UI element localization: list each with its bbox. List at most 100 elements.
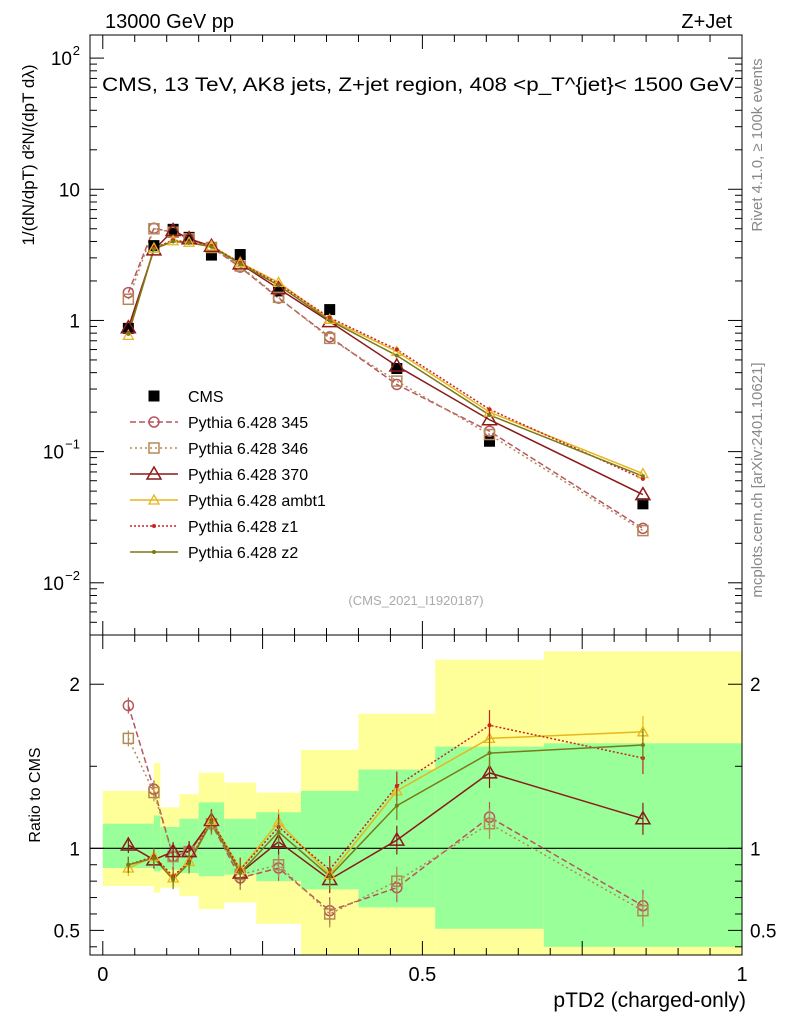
- bottom-y-tick-label-right: 0.5: [750, 921, 776, 942]
- ratio-point-pythia-6428-z2-4: [209, 820, 214, 825]
- top-y-tick-exponent: −2: [65, 568, 80, 583]
- ratio-point-pythia-6428-346-9: [483, 817, 496, 830]
- ratio-point-pythia-6428-z2-7: [327, 874, 332, 879]
- top-point-pythia-6428-ambt1-1: [147, 241, 161, 253]
- bottom-panel-frame: [89, 634, 743, 956]
- top-point-cms-10: [637, 498, 649, 510]
- top-point-cms-2: [167, 223, 179, 235]
- x-tick-label: 0.5: [408, 964, 436, 986]
- ratio-point-pythia-6428-z1-8: [394, 783, 399, 788]
- top-point-pythia-6428-370-8: [388, 357, 406, 372]
- bottom-y-axis-label: Ratio to CMS: [27, 747, 44, 842]
- top-y-tick-label: 1: [69, 311, 80, 332]
- mcplots-text: mcplots.cern.ch [arXiv:2401.10621]: [749, 362, 766, 597]
- top-point-pythia-6428-ambt1-3: [182, 235, 196, 247]
- top-series-lines: [127, 227, 644, 532]
- ratio-point-pythia-6428-z1-9: [487, 723, 492, 728]
- bottom-y-tick-label: 1: [69, 839, 80, 860]
- x-tick-label: 0: [97, 964, 108, 986]
- top-point-pythia-6428-346-0: [122, 293, 135, 306]
- analysis-id: (CMS_2021_I1920187): [348, 593, 483, 608]
- legend-label-cms: CMS: [188, 389, 224, 406]
- top-point-pythia-6428-370-10: [634, 486, 652, 501]
- top-point-pythia-6428-z1-7: [327, 315, 332, 320]
- ratio-point-pythia-6428-346-10: [637, 904, 649, 917]
- ratio-point-pythia-6428-346-8: [391, 875, 403, 887]
- top-point-pythia-6428-z2-9: [487, 413, 492, 418]
- ratio-point-pythia-6428-z2-3: [187, 861, 192, 866]
- bottom-series-markers: [120, 697, 652, 928]
- top-point-pythia-6428-ambt1-5: [234, 256, 247, 268]
- legend-label-pythia-6428-z1: Pythia 6.428 z1: [188, 519, 298, 536]
- top-point-pythia-6428-346-9: [483, 428, 496, 441]
- top-point-pythia-6428-346-6: [272, 291, 285, 304]
- header-left: 13000 GeV pp: [105, 11, 234, 33]
- top-point-pythia-6428-ambt1-7: [323, 312, 336, 324]
- top-point-pythia-6428-z2-3: [187, 240, 192, 245]
- ratio-point-pythia-6428-346-1: [148, 786, 160, 799]
- chart-title: CMS, 13 TeV, AK8 jets, Z+jet region, 408…: [102, 75, 734, 96]
- ratio-point-pythia-6428-370-9: [481, 764, 498, 779]
- ratio-point-pythia-6428-z2-0: [126, 862, 131, 867]
- top-y-tick-label: 10: [59, 180, 80, 201]
- top-point-cms-1: [148, 240, 160, 252]
- ratio-point-pythia-6428-370-8: [388, 831, 406, 846]
- ratio-point-pythia-6428-346-6: [272, 858, 285, 871]
- top-point-pythia-6428-z2-6: [276, 283, 281, 288]
- ratio-point-pythia-6428-346-7: [323, 908, 336, 920]
- top-point-pythia-6428-z1-9: [487, 407, 492, 412]
- ratio-point-pythia-6428-370-2: [164, 843, 182, 858]
- top-point-pythia-6428-346-7: [323, 332, 336, 345]
- ratio-point-pythia-6428-346-0: [122, 732, 135, 745]
- top-point-cms-0: [122, 322, 134, 334]
- legend-label-pythia-6428-ambt1: Pythia 6.428 ambt1: [188, 493, 326, 510]
- top-y-tick-label: 10: [43, 574, 64, 595]
- ratio-line-pythia-6428-z1: [128, 724, 644, 878]
- header-right: Z+Jet: [681, 11, 732, 33]
- top-point-pythia-6428-z2-10: [640, 474, 645, 479]
- top-point-pythia-6428-ambt1-0: [122, 329, 135, 340]
- top-point-pythia-6428-ambt1-4: [205, 239, 218, 251]
- top-y-tick-exponent: −1: [65, 437, 80, 452]
- bottom-y-tick-label-right: 2: [750, 675, 761, 696]
- top-point-pythia-6428-z1-8: [394, 347, 399, 352]
- rivet-version-text: Rivet 4.1.0, ≥ 100k events: [749, 58, 766, 231]
- top-point-pythia-6428-346-8: [391, 375, 403, 387]
- x-tick-label: 1: [736, 964, 747, 986]
- bottom-y-tick-label-right: 1: [750, 839, 761, 860]
- top-y-tick-exponent: 2: [73, 43, 80, 58]
- ratio-point-pythia-6428-z2-5: [238, 870, 243, 875]
- ratio-point-pythia-6428-370-10: [634, 810, 652, 825]
- legend-marker-pythia-6428-z1: [152, 524, 156, 528]
- top-point-pythia-6428-z2-7: [327, 318, 332, 323]
- top-point-cms-6: [273, 285, 285, 297]
- legend-marker-pythia-6428-345: [148, 416, 160, 428]
- legend-marker-pythia-6428-370: [145, 465, 163, 480]
- ratio-point-pythia-6428-z2-1: [151, 856, 156, 861]
- ratio-point-pythia-6428-370-6: [270, 833, 287, 848]
- top-point-pythia-6428-346-1: [148, 223, 160, 235]
- top-point-cms-7: [324, 304, 336, 316]
- top-series-markers: [120, 222, 652, 537]
- bottom-panel-bands: [90, 651, 742, 955]
- top-point-cms-5: [234, 249, 246, 261]
- top-point-pythia-6428-z2-0: [126, 331, 131, 336]
- top-point-cms-8: [391, 363, 403, 375]
- top-y-axis-label: 1/(dN/dpT) d²N/(dpT dλ): [19, 64, 38, 245]
- top-line-pythia-6428-346: [127, 227, 644, 532]
- ratio-point-pythia-6428-345-0: [122, 699, 135, 712]
- legend-label-pythia-6428-346: Pythia 6.428 346: [188, 441, 308, 458]
- top-point-pythia-6428-z2-1: [151, 247, 156, 252]
- legend: CMS Pythia 6.428 345 Pythia 6.428 346 Pythi…: [130, 389, 326, 562]
- legend-marker-cms: [148, 390, 160, 402]
- ratio-point-pythia-6428-z2-9: [487, 751, 492, 756]
- ratio-point-pythia-6428-z2-6: [276, 829, 281, 834]
- x-axis-label: pTD2 (charged-only): [553, 989, 746, 1012]
- legend-label-pythia-6428-370: Pythia 6.428 370: [188, 467, 308, 484]
- bottom-y-tick-label: 2: [69, 675, 80, 696]
- bottom-y-tick-label: 0.5: [54, 921, 80, 942]
- ratio-point-pythia-6428-z2-2: [171, 877, 176, 882]
- ratio-point-pythia-6428-370-0: [120, 836, 137, 851]
